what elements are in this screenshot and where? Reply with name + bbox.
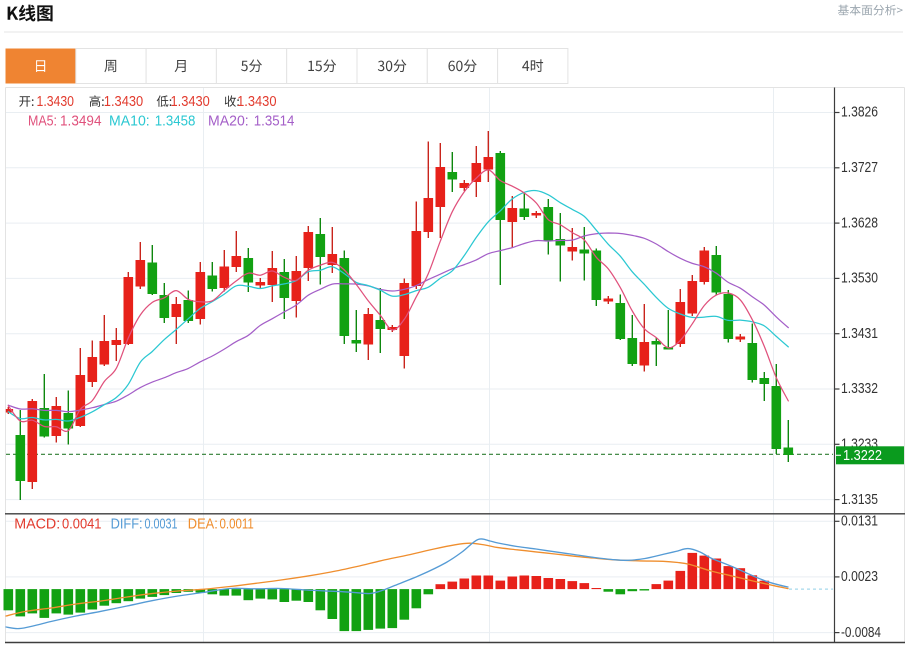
- svg-text:1.3514: 1.3514: [254, 114, 295, 130]
- svg-text:1.3530: 1.3530: [841, 271, 878, 287]
- svg-text:1.3727: 1.3727: [841, 160, 878, 176]
- svg-text:0.0041: 0.0041: [62, 517, 102, 533]
- svg-text:0.0031: 0.0031: [145, 517, 178, 533]
- svg-text:1.3430: 1.3430: [171, 94, 210, 110]
- svg-text:MA10:: MA10:: [109, 114, 150, 130]
- svg-text:1.3628: 1.3628: [841, 215, 878, 231]
- svg-text:1.3430: 1.3430: [104, 94, 143, 110]
- svg-text:1.3332: 1.3332: [841, 381, 878, 397]
- svg-text:1.3494: 1.3494: [60, 114, 102, 130]
- svg-text:MACD:: MACD:: [14, 517, 60, 533]
- svg-text:0.0011: 0.0011: [220, 517, 254, 533]
- svg-text:1.3826: 1.3826: [841, 105, 878, 121]
- svg-text:MA5:: MA5:: [28, 114, 57, 130]
- svg-text:0.0131: 0.0131: [841, 514, 878, 530]
- svg-text:MA20:: MA20:: [208, 114, 249, 130]
- svg-text:1.3430: 1.3430: [237, 94, 276, 110]
- svg-text:DEA:: DEA:: [188, 517, 218, 533]
- svg-text:1.3222: 1.3222: [843, 448, 882, 464]
- svg-text:1.3135: 1.3135: [841, 492, 878, 508]
- svg-text:1.3430: 1.3430: [37, 94, 75, 110]
- svg-text:DIFF:: DIFF:: [111, 517, 143, 533]
- svg-text:1.3458: 1.3458: [155, 114, 196, 130]
- svg-text:0.0023: 0.0023: [841, 569, 878, 585]
- svg-text:-0.0084: -0.0084: [841, 625, 881, 641]
- svg-text:1.3431: 1.3431: [841, 326, 878, 342]
